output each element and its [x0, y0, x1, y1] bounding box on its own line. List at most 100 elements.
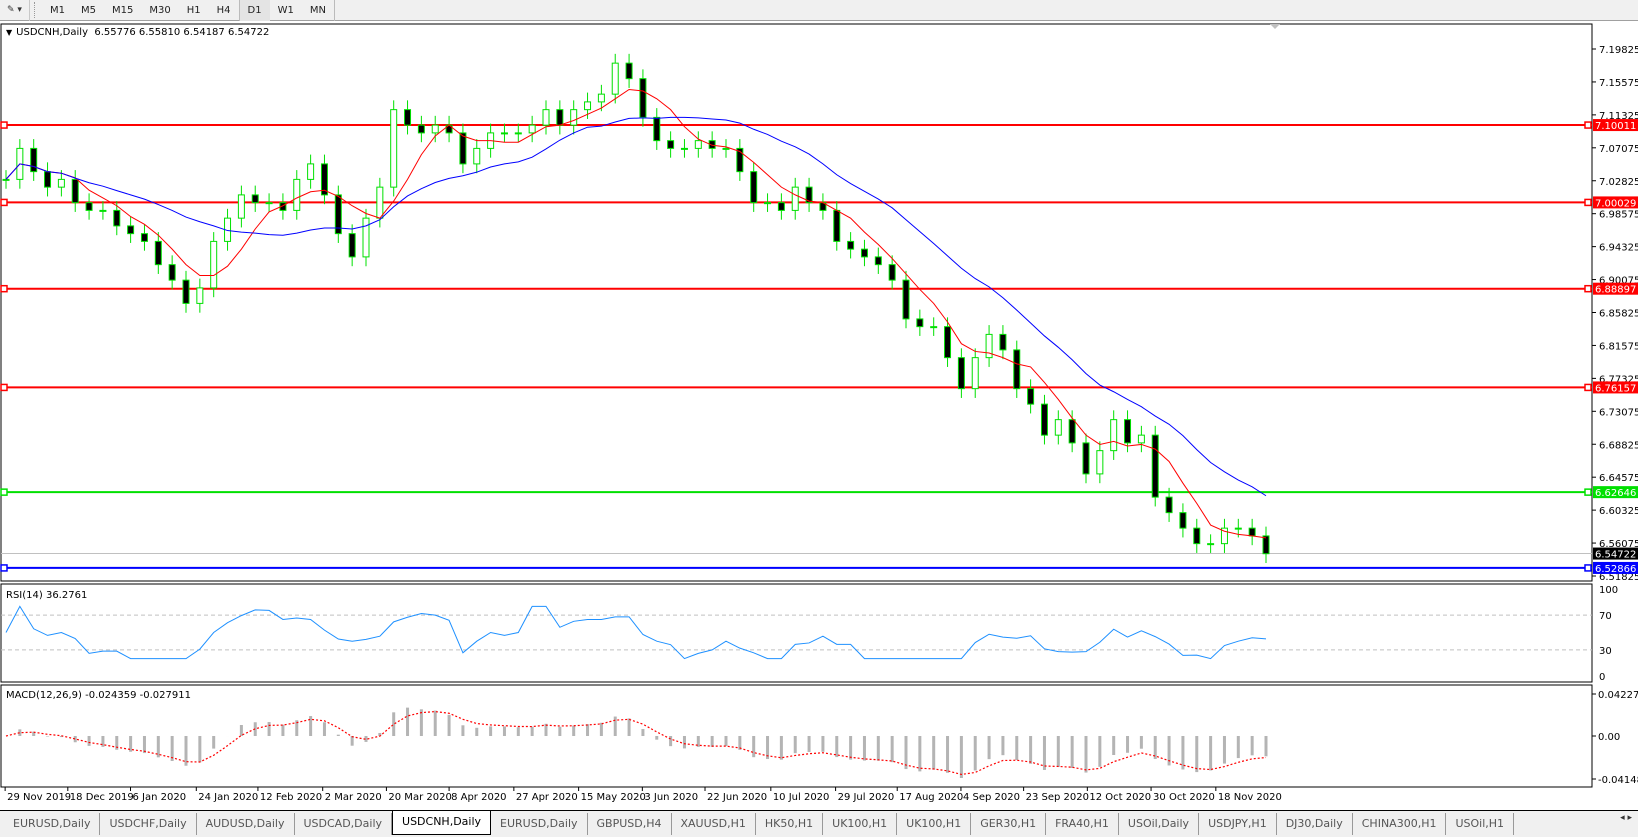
- date-label: 4 Sep 2020: [963, 792, 1020, 803]
- tab-scroll-arrows[interactable]: ◂ ▸: [1620, 813, 1632, 823]
- chart-tab[interactable]: GBPUSD,H4: [588, 813, 672, 835]
- candle-body: [57, 178, 65, 188]
- candle-body: [611, 62, 619, 95]
- candle-body: [1110, 419, 1118, 452]
- date-label: 8 Apr 2020: [451, 792, 506, 803]
- timeframe-m1[interactable]: M1: [50, 4, 65, 16]
- candle-body: [777, 202, 785, 211]
- candle-body: [1151, 434, 1159, 498]
- price-tick-label: 6.56075: [1599, 539, 1638, 550]
- level-handle[interactable]: [0, 121, 8, 129]
- level-handle[interactable]: [1584, 564, 1592, 572]
- chart-tab[interactable]: USOil,Daily: [1119, 813, 1200, 835]
- chart-tab[interactable]: USDJPY,H1: [1199, 813, 1277, 835]
- timeframe-h4[interactable]: H4: [216, 4, 231, 16]
- level-price-label: 7.10011: [1595, 121, 1636, 132]
- candle-body: [916, 318, 924, 328]
- main-pane-frame: [0, 23, 1593, 582]
- price-tick-label: 7.15575: [1599, 78, 1638, 89]
- candle-body: [999, 333, 1007, 351]
- chart-tab[interactable]: FRA40,H1: [1046, 813, 1119, 835]
- level-price-label: 6.76157: [1595, 383, 1636, 394]
- price-tick-label: 6.60325: [1599, 506, 1638, 517]
- level-handle[interactable]: [1584, 488, 1592, 496]
- chart-canvas[interactable]: 7.19825 7.15575 7.11325 7.07075 7.02825 6.985…: [0, 0, 1638, 810]
- chart-tab[interactable]: XAUUSD,H1: [672, 813, 756, 835]
- timeframe-m30[interactable]: M30: [149, 4, 171, 16]
- dropdown-triangle-icon[interactable]: ▼: [6, 28, 13, 37]
- level-price-tag: [1593, 381, 1638, 394]
- level-handle[interactable]: [1584, 198, 1592, 207]
- chart-tab[interactable]: USDCAD,Daily: [295, 813, 393, 835]
- date-label: 3 Jun 2020: [644, 792, 698, 803]
- level-price-label: 6.52866: [1595, 564, 1636, 575]
- chart-tab[interactable]: UK100,H1: [823, 813, 898, 835]
- date-label: 30 Oct 2020: [1153, 792, 1215, 803]
- date-label: 29 Nov 2019: [7, 792, 71, 803]
- candle-body: [1068, 419, 1076, 444]
- candle-body: [431, 124, 439, 134]
- drawing-tools-dropdown[interactable]: ✎ ▾: [0, 0, 30, 21]
- level-handle[interactable]: [0, 488, 8, 496]
- chart-tab[interactable]: USOil,H1: [1446, 813, 1515, 835]
- level-handle[interactable]: [0, 383, 8, 392]
- candle-body: [376, 186, 384, 219]
- price-tick-label: 7.19825: [1599, 45, 1638, 56]
- rsi-line: [5, 605, 1267, 660]
- level-handle[interactable]: [1584, 121, 1592, 129]
- date-label: 2 Mar 2020: [325, 792, 382, 803]
- candle-body: [694, 140, 702, 149]
- candle-body: [556, 109, 564, 126]
- timeframe-d1[interactable]: D1: [238, 0, 270, 21]
- date-label: 18 Nov 2020: [1218, 792, 1282, 803]
- chart-tab[interactable]: EURUSD,Daily: [4, 813, 101, 835]
- candle-body: [791, 186, 799, 211]
- candle-body: [293, 178, 301, 211]
- timeframe-h1[interactable]: H1: [186, 4, 201, 16]
- price-tick-label: 6.51825: [1599, 572, 1638, 583]
- candle-body: [417, 124, 425, 134]
- date-label: 6 Jan 2020: [132, 792, 186, 803]
- chart-tab[interactable]: CHINA300,H1: [1353, 813, 1447, 835]
- chart-tab[interactable]: AUDUSD,Daily: [197, 813, 295, 835]
- toolbar-grip[interactable]: [34, 2, 42, 18]
- level-price-tag: [1593, 282, 1638, 295]
- price-tick-label: 6.94325: [1599, 243, 1638, 254]
- candle-body: [957, 357, 965, 390]
- macd-signal-line: [5, 710, 1267, 776]
- candle-body: [348, 233, 356, 258]
- chart-tab[interactable]: EURUSD,Daily: [491, 813, 588, 835]
- level-price-label: 7.00029: [1595, 198, 1636, 209]
- ma-slow-line: [5, 116, 1267, 497]
- chart-tab[interactable]: USDCNH,Daily: [392, 811, 492, 835]
- chart-tab[interactable]: GER30,H1: [971, 813, 1047, 835]
- price-tick-label: 6.81575: [1599, 341, 1638, 352]
- rsi-tick-label: 0: [1599, 672, 1605, 683]
- chart-tab[interactable]: UK100,H1: [897, 813, 972, 835]
- level-handle[interactable]: [1584, 284, 1592, 293]
- candle-body: [542, 109, 550, 126]
- candle-body: [888, 264, 896, 281]
- candle-body: [459, 132, 467, 165]
- macd-tick-label: 0.00: [1598, 732, 1620, 743]
- candle-body: [750, 171, 758, 204]
- level-handle[interactable]: [0, 198, 8, 207]
- level-handle[interactable]: [1584, 383, 1592, 392]
- level-handle[interactable]: [0, 564, 8, 572]
- timeframe-mn[interactable]: MN: [302, 0, 335, 21]
- timeframe-w1[interactable]: W1: [277, 4, 294, 16]
- chart-tab[interactable]: HK50,H1: [756, 813, 824, 835]
- chart-tab[interactable]: DJ30,Daily: [1277, 813, 1353, 835]
- rsi-tick-label: 30: [1599, 646, 1612, 657]
- candle-body: [764, 202, 772, 205]
- candle-body: [1054, 419, 1062, 436]
- price-tick-label: 6.90075: [1599, 276, 1638, 287]
- timeframe-m15[interactable]: M15: [112, 4, 134, 16]
- candle-body: [680, 147, 688, 150]
- date-label: 22 Jun 2020: [707, 792, 767, 803]
- candle-body: [874, 256, 882, 266]
- timeframe-m5[interactable]: M5: [81, 4, 96, 16]
- chart-tab[interactable]: USDCHF,Daily: [100, 813, 197, 835]
- candle-body: [1262, 535, 1270, 555]
- level-handle[interactable]: [0, 284, 8, 293]
